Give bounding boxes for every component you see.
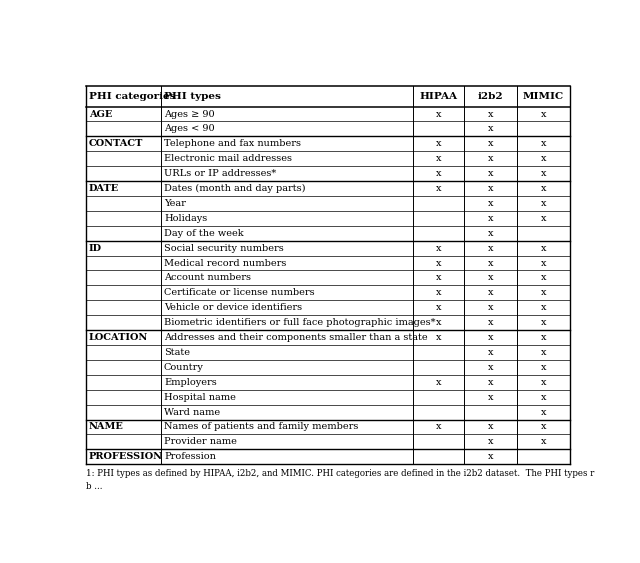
Text: Provider name: Provider name	[164, 437, 237, 446]
Text: x: x	[541, 199, 546, 208]
Text: x: x	[488, 288, 493, 297]
Text: Holidays: Holidays	[164, 214, 207, 223]
Text: PHI types: PHI types	[164, 92, 221, 101]
Text: Ages < 90: Ages < 90	[164, 124, 214, 133]
Text: Social security numbers: Social security numbers	[164, 244, 284, 253]
Text: x: x	[541, 408, 546, 417]
Text: x: x	[435, 258, 441, 267]
Text: x: x	[488, 229, 493, 238]
Text: DATE: DATE	[89, 184, 119, 193]
Text: x: x	[488, 333, 493, 342]
Text: x: x	[488, 258, 493, 267]
Text: x: x	[541, 169, 546, 178]
Text: x: x	[488, 274, 493, 283]
Text: Employers: Employers	[164, 378, 217, 387]
Text: x: x	[541, 333, 546, 342]
Text: x: x	[488, 124, 493, 133]
Text: x: x	[541, 303, 546, 312]
Text: i2b2: i2b2	[477, 92, 503, 101]
Text: x: x	[435, 333, 441, 342]
Text: x: x	[435, 422, 441, 431]
Text: x: x	[488, 244, 493, 253]
Text: x: x	[488, 348, 493, 357]
Text: x: x	[488, 363, 493, 372]
Text: b ...: b ...	[86, 482, 102, 491]
Text: Hospital name: Hospital name	[164, 392, 236, 401]
Text: x: x	[435, 378, 441, 387]
Text: x: x	[488, 378, 493, 387]
Text: x: x	[541, 244, 546, 253]
Text: Biometric identifiers or full face photographic images*: Biometric identifiers or full face photo…	[164, 318, 435, 327]
Text: HIPAA: HIPAA	[419, 92, 457, 101]
Text: x: x	[541, 363, 546, 372]
Text: Account numbers: Account numbers	[164, 274, 251, 283]
Text: MIMIC: MIMIC	[523, 92, 564, 101]
Text: x: x	[488, 422, 493, 431]
Text: x: x	[488, 169, 493, 178]
Text: x: x	[541, 422, 546, 431]
Text: x: x	[488, 139, 493, 148]
Text: ID: ID	[89, 244, 102, 253]
Text: x: x	[488, 452, 493, 461]
Text: x: x	[435, 169, 441, 178]
Text: x: x	[435, 184, 441, 193]
Text: x: x	[488, 199, 493, 208]
Text: x: x	[435, 303, 441, 312]
Text: Names of patients and family members: Names of patients and family members	[164, 422, 358, 431]
Text: Telephone and fax numbers: Telephone and fax numbers	[164, 139, 301, 148]
Text: NAME: NAME	[89, 422, 124, 431]
Text: Ages ≥ 90: Ages ≥ 90	[164, 110, 214, 119]
Text: Addresses and their components smaller than a state: Addresses and their components smaller t…	[164, 333, 428, 342]
Text: x: x	[541, 378, 546, 387]
Text: PROFESSION: PROFESSION	[89, 452, 163, 461]
Text: x: x	[435, 244, 441, 253]
Text: Electronic mail addresses: Electronic mail addresses	[164, 154, 292, 163]
Text: x: x	[541, 348, 546, 357]
Text: x: x	[541, 139, 546, 148]
Text: URLs or IP addresses*: URLs or IP addresses*	[164, 169, 276, 178]
Text: x: x	[435, 288, 441, 297]
Text: CONTACT: CONTACT	[89, 139, 143, 148]
Text: LOCATION: LOCATION	[89, 333, 148, 342]
Text: 1: PHI types as defined by HIPAA, i2b2, and MIMIC. PHI categories are defined in: 1: PHI types as defined by HIPAA, i2b2, …	[86, 468, 595, 477]
Text: Profession: Profession	[164, 452, 216, 461]
Text: x: x	[488, 392, 493, 401]
Text: x: x	[488, 318, 493, 327]
Text: AGE: AGE	[89, 110, 112, 119]
Text: x: x	[541, 392, 546, 401]
Text: x: x	[541, 258, 546, 267]
Text: x: x	[541, 274, 546, 283]
Text: x: x	[435, 318, 441, 327]
Text: Dates (month and day parts): Dates (month and day parts)	[164, 184, 305, 193]
Text: x: x	[541, 214, 546, 223]
Text: x: x	[488, 214, 493, 223]
Text: x: x	[541, 184, 546, 193]
Text: x: x	[541, 318, 546, 327]
Text: x: x	[435, 110, 441, 119]
Text: x: x	[435, 139, 441, 148]
Text: State: State	[164, 348, 190, 357]
Text: Day of the week: Day of the week	[164, 229, 244, 238]
Text: x: x	[541, 437, 546, 446]
Text: x: x	[435, 154, 441, 163]
Text: x: x	[488, 184, 493, 193]
Text: Year: Year	[164, 199, 186, 208]
Text: Vehicle or device identifiers: Vehicle or device identifiers	[164, 303, 302, 312]
Text: x: x	[541, 110, 546, 119]
Text: x: x	[488, 154, 493, 163]
Text: x: x	[541, 288, 546, 297]
Text: x: x	[488, 437, 493, 446]
Text: Ward name: Ward name	[164, 408, 220, 417]
Text: x: x	[435, 274, 441, 283]
Text: Medical record numbers: Medical record numbers	[164, 258, 286, 267]
Text: x: x	[488, 110, 493, 119]
Text: x: x	[541, 154, 546, 163]
Text: x: x	[488, 303, 493, 312]
Text: Country: Country	[164, 363, 204, 372]
Text: PHI categories: PHI categories	[89, 92, 175, 101]
Text: Certificate or license numbers: Certificate or license numbers	[164, 288, 315, 297]
